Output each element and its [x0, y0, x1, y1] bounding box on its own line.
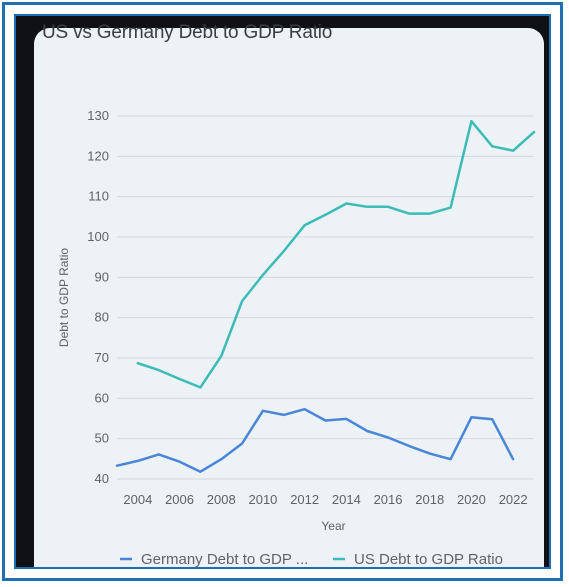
legend-label-1: US Debt to GDP Ratio	[354, 551, 503, 568]
y-tick-label-50: 50	[95, 431, 109, 446]
series-line-0	[115, 407, 515, 473]
x-tick-label-2010: 2010	[248, 492, 277, 507]
y-tick-label-70: 70	[95, 350, 109, 365]
series-line-1	[136, 119, 536, 389]
y-tick-label-90: 90	[95, 269, 109, 284]
x-tick-label-2008: 2008	[207, 492, 236, 507]
legend[interactable]: Germany Debt to GDP ... US Debt to GDP Ra…	[120, 551, 503, 568]
y-tick-label-60: 60	[95, 390, 109, 405]
y-tick-label-100: 100	[87, 229, 109, 244]
x-axis-label: Year	[321, 519, 345, 533]
tick-labels: 40 50 60 70 80 90 100 110 120 130 2004 2006 2008 2010…	[87, 108, 527, 507]
x-tick-label-2016: 2016	[374, 492, 403, 507]
y-tick-label-130: 130	[87, 108, 109, 123]
y-tick-label-40: 40	[95, 471, 109, 486]
line-chart: 40 50 60 70 80 90 100 110 120 130 2004 2006 2008 2010…	[57, 108, 536, 568]
y-tick-label-80: 80	[95, 310, 109, 325]
chart-title: US vs Germany Debt to GDP Ratio	[42, 22, 333, 43]
x-tick-label-2018: 2018	[415, 492, 444, 507]
x-tick-label-2004: 2004	[123, 492, 152, 507]
chart-card: 40 50 60 70 80 90 100 110 120 130 2004 2006 2008 2010…	[34, 28, 544, 568]
series-lines	[115, 119, 536, 473]
legend-item-0[interactable]: Germany Debt to GDP ...	[120, 551, 308, 568]
inner-frame: 40 50 60 70 80 90 100 110 120 130 2004 2006 2008 2010…	[14, 14, 551, 569]
y-tick-label-110: 110	[88, 189, 109, 204]
y-tick-label-120: 120	[87, 148, 109, 163]
x-tick-label-2006: 2006	[165, 492, 194, 507]
legend-item-1[interactable]: US Debt to GDP Ratio	[333, 551, 503, 568]
x-tick-label-2020: 2020	[457, 492, 486, 507]
x-tick-label-2012: 2012	[290, 492, 319, 507]
legend-label-0: Germany Debt to GDP ...	[141, 551, 308, 568]
x-tick-label-2014: 2014	[332, 492, 361, 507]
x-tick-label-2022: 2022	[499, 492, 528, 507]
grid	[117, 115, 534, 480]
outer-frame: 40 50 60 70 80 90 100 110 120 130 2004 2006 2008 2010…	[2, 2, 563, 581]
y-axis-label: Debt to GDP Ratio	[57, 248, 71, 347]
